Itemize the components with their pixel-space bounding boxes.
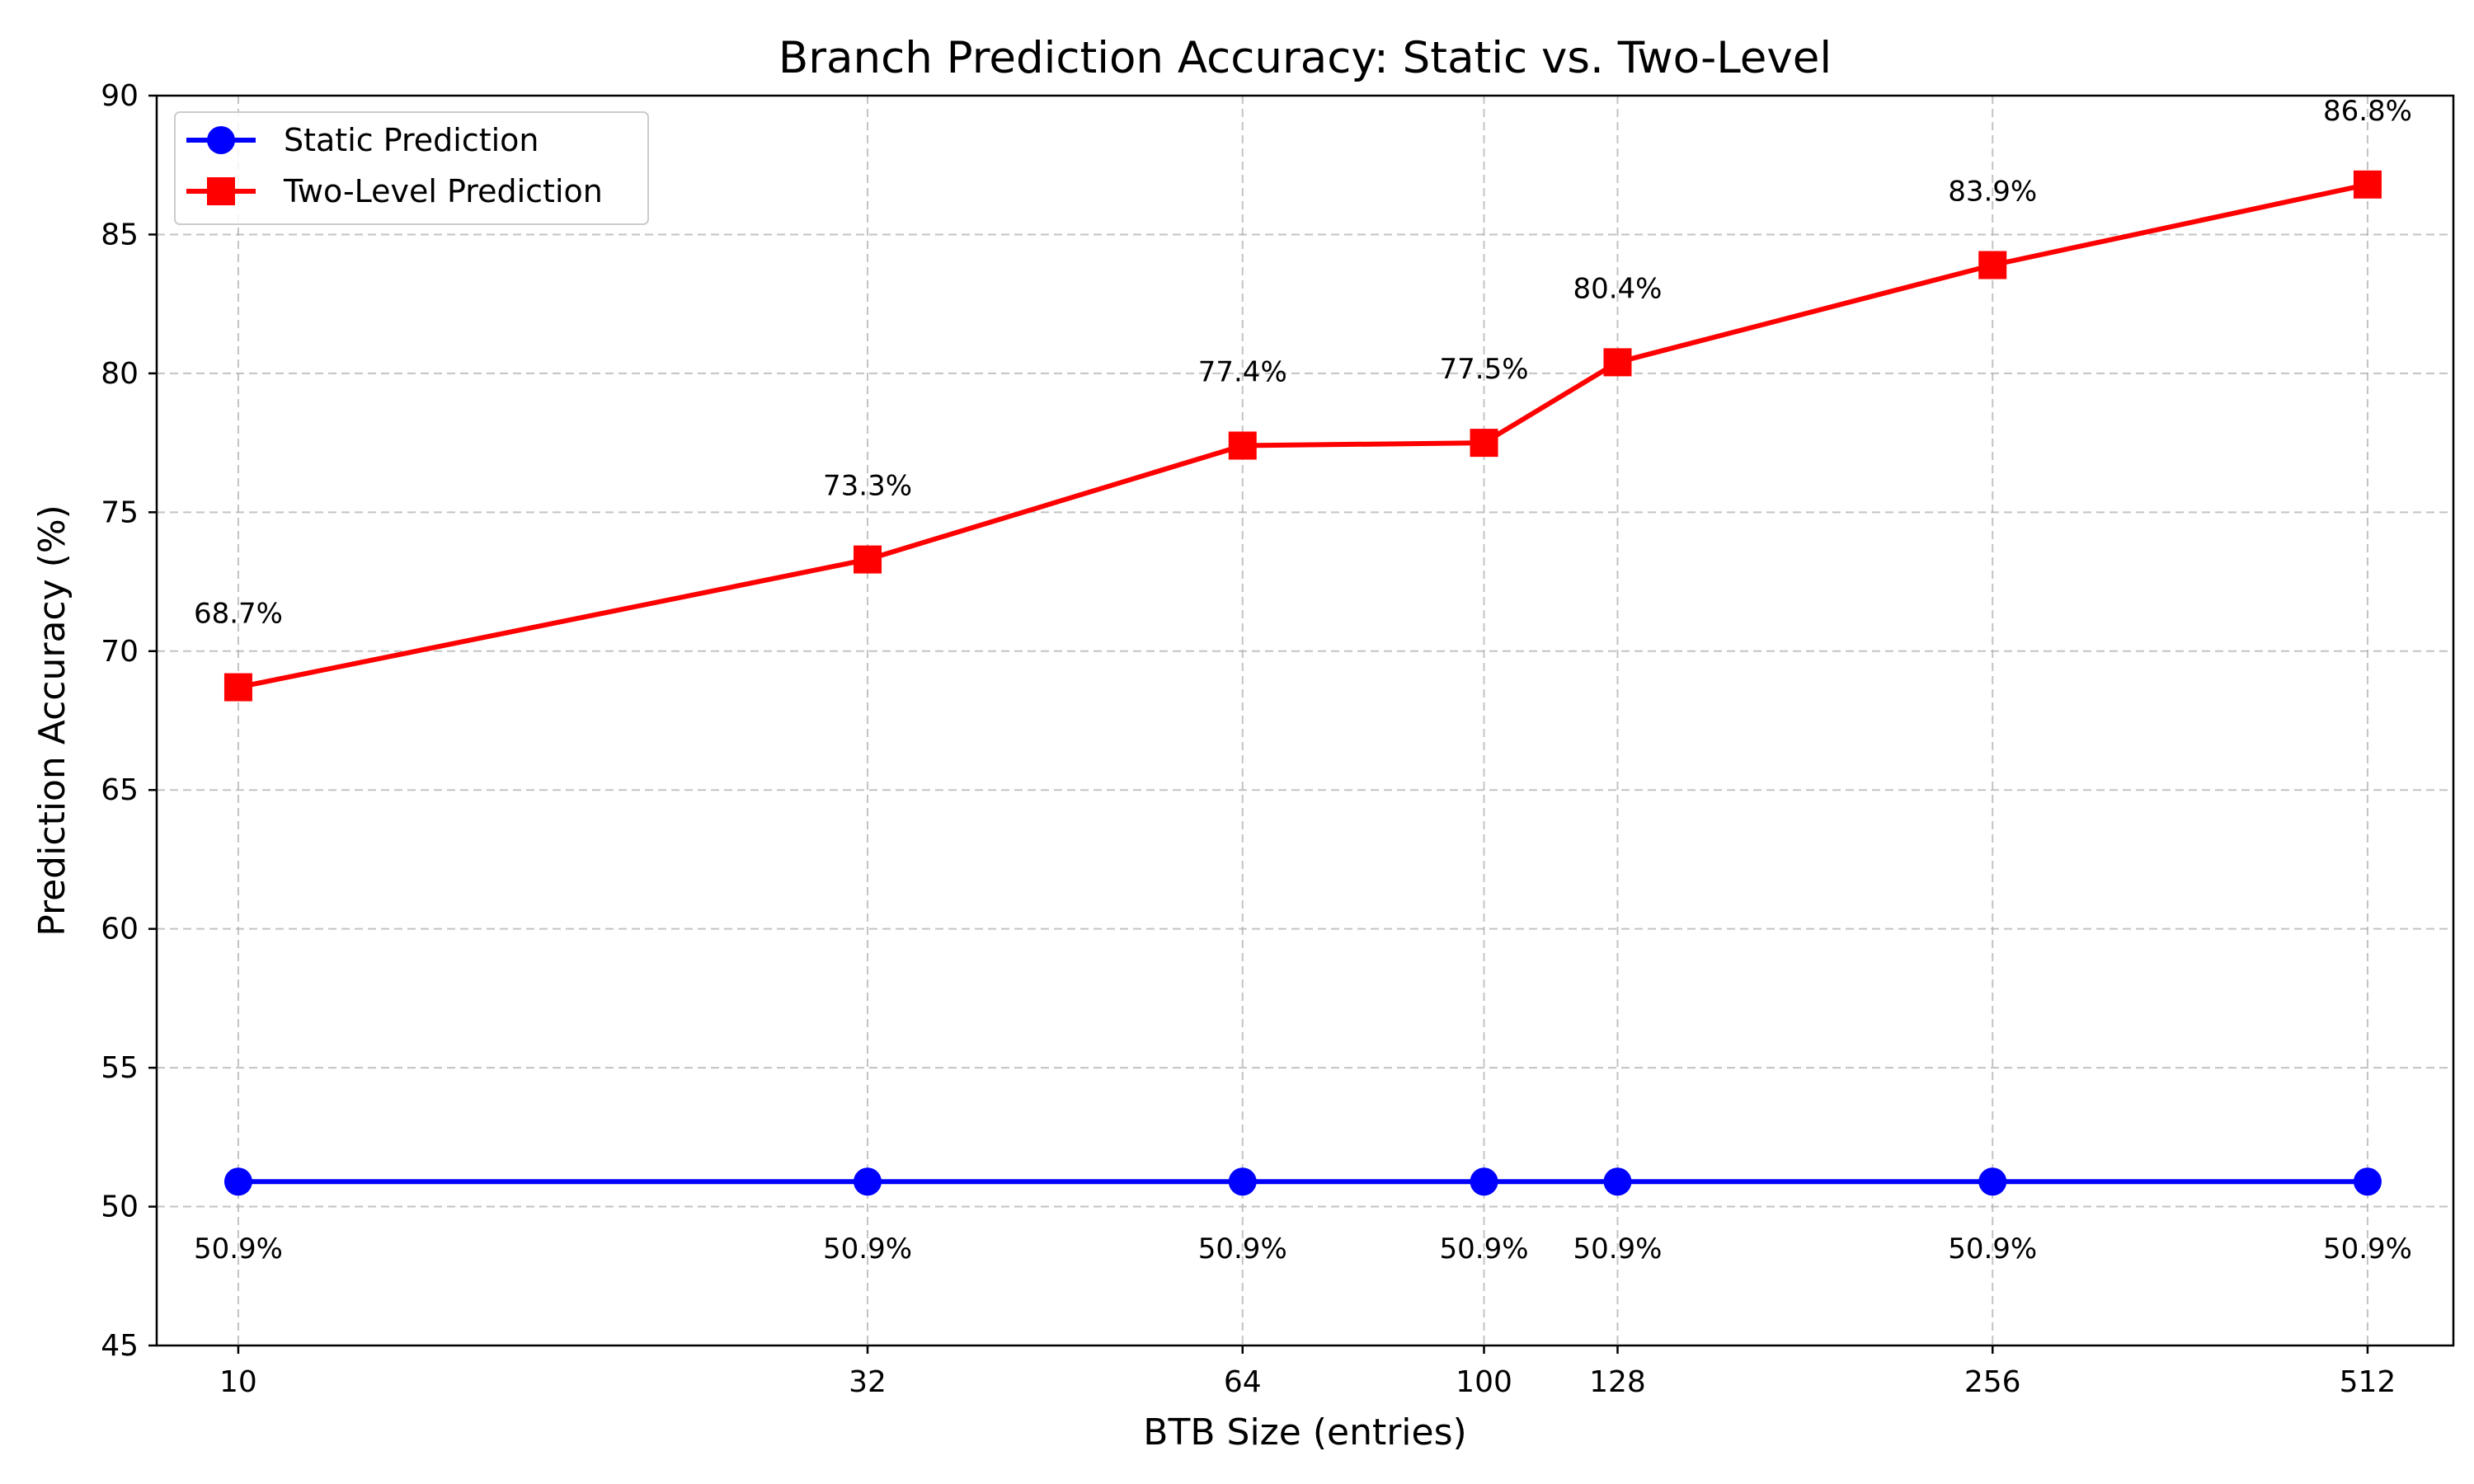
x-tick-label: 10	[219, 1365, 257, 1399]
two-level-prediction-line	[238, 181, 2368, 690]
two-level-prediction-point	[1603, 348, 1632, 377]
y-tick-label: 45	[101, 1329, 139, 1363]
legend-box	[174, 111, 649, 225]
y-tick-label: 60	[101, 913, 139, 946]
legend-label: Static Prediction	[284, 122, 539, 158]
static-prediction-point	[1978, 1167, 2007, 1196]
y-tick-label: 50	[101, 1190, 139, 1224]
static-prediction-point	[2353, 1167, 2382, 1196]
legend-entry-two-level-prediction: Two-Level Prediction	[186, 173, 603, 209]
series-layer	[223, 170, 2382, 1196]
static-prediction-data-label: 50.9%	[823, 1233, 912, 1266]
static-prediction-data-label: 50.9%	[1440, 1233, 1529, 1266]
grid	[157, 95, 2453, 1346]
y-tick-label: 55	[101, 1051, 139, 1085]
two-level-prediction-series	[223, 170, 2382, 702]
two-level-prediction-point	[1470, 429, 1498, 458]
y-tick-label: 90	[101, 79, 139, 113]
x-tick-label: 128	[1589, 1365, 1646, 1399]
static-prediction-data-label: 50.9%	[1198, 1233, 1287, 1266]
two-level-prediction-data-label: 77.4%	[1198, 355, 1287, 388]
y-tick-label: 80	[101, 357, 139, 391]
static-prediction-data-label: 50.9%	[2323, 1233, 2412, 1266]
static-prediction-point	[223, 1167, 252, 1196]
two-level-prediction-point	[223, 673, 252, 702]
static-prediction-point	[1603, 1167, 1632, 1196]
static-prediction-data-label: 50.9%	[1948, 1233, 2037, 1266]
two-level-prediction-data-label: 77.5%	[1440, 353, 1529, 386]
legend: Static Prediction Two-Level Prediction	[174, 111, 649, 225]
static-prediction-data-label: 50.9%	[194, 1233, 283, 1266]
x-tick-label: 512	[2340, 1365, 2396, 1399]
two-level-prediction-point	[1978, 251, 2007, 279]
y-tick-label: 70	[101, 635, 139, 669]
two-level-prediction-data-label: 80.4%	[1573, 272, 1662, 305]
x-tick-label: 32	[849, 1365, 887, 1399]
legend-marker	[207, 126, 235, 154]
two-level-prediction-data-label: 86.8%	[2323, 95, 2412, 128]
x-axis-label: BTB Size (entries)	[1143, 1411, 1466, 1453]
legend-label: Two-Level Prediction	[283, 173, 603, 209]
axes: 45 50 55 60 65 70 75 80 85 90 10 32 64 100 128 256 512	[101, 79, 2455, 1399]
static-prediction-point	[1470, 1167, 1498, 1196]
two-level-prediction-point	[854, 545, 882, 574]
y-tick-label: 75	[101, 495, 139, 529]
x-tick-label: 64	[1224, 1365, 1262, 1399]
data-labels: 50.9% 50.9% 50.9% 50.9% 50.9% 50.9% 50.9% 68.7%…	[194, 95, 2412, 1266]
y-axis-label: Prediction Accuracy (%)	[31, 505, 73, 937]
two-level-prediction-point	[1228, 431, 1257, 460]
two-level-prediction-data-label: 68.7%	[194, 598, 283, 631]
x-tick-label: 100	[1456, 1365, 1512, 1399]
chart-title: Branch Prediction Accuracy: Static vs. T…	[778, 33, 1832, 83]
legend-entry-static-prediction: Static Prediction	[186, 122, 539, 158]
legend-marker	[207, 177, 235, 205]
x-tick-label: 256	[1964, 1365, 2021, 1399]
y-tick-label: 65	[101, 773, 139, 807]
two-level-prediction-point	[2353, 170, 2382, 199]
two-level-prediction-data-label: 83.9%	[1948, 176, 2037, 209]
y-tick-label: 85	[101, 218, 139, 251]
plot-frame	[155, 94, 2455, 1347]
static-prediction-data-label: 50.9%	[1573, 1233, 1662, 1266]
static-prediction-point	[854, 1167, 882, 1196]
two-level-prediction-data-label: 73.3%	[823, 470, 912, 503]
static-prediction-series	[223, 1167, 2382, 1196]
static-prediction-point	[1228, 1167, 1257, 1196]
